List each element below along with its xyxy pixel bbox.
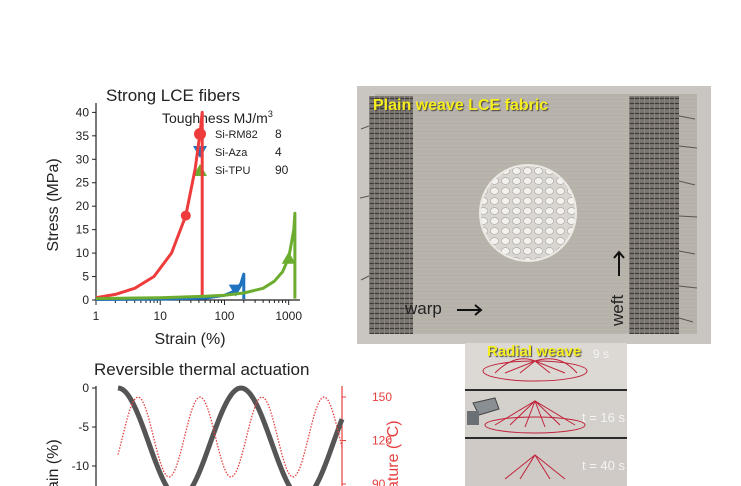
fabric-label: Plain weave LCE fabric bbox=[373, 97, 549, 114]
y-tick-label: 40 bbox=[76, 105, 90, 119]
legend-entry-value: 4 bbox=[275, 145, 282, 159]
thermal-actuation-chart: Reversible thermal actuation 0 -5 -10 150 12… bbox=[45, 360, 402, 486]
y-tick-label-right: 90 bbox=[372, 477, 386, 486]
legend-entry-value: 90 bbox=[275, 163, 289, 177]
left-border bbox=[369, 96, 413, 334]
legend-title: Toughness MJ/m3 bbox=[162, 109, 273, 126]
legend-entry-value: 8 bbox=[275, 127, 282, 141]
warp-label: warp bbox=[404, 299, 442, 318]
warp-arrow-icon bbox=[457, 304, 483, 316]
y-tick-label: 35 bbox=[76, 129, 90, 143]
radial-weave-label: Radial weave bbox=[487, 343, 582, 360]
x-tick-label: 1000 bbox=[275, 309, 302, 323]
series-group bbox=[95, 110, 297, 301]
chart-title: Strong LCE fibers bbox=[106, 86, 240, 105]
y-tick-label: 10 bbox=[76, 246, 90, 260]
weft-arrow-icon bbox=[613, 250, 625, 276]
series-marker bbox=[281, 251, 296, 264]
y-tick-label: 5 bbox=[82, 270, 89, 284]
x-tick-label: 100 bbox=[214, 309, 234, 323]
legend-entry-label: Si-RM82 bbox=[215, 129, 258, 141]
weft-label: weft bbox=[608, 295, 627, 327]
fabric-image: warp weft bbox=[357, 86, 711, 344]
glue-gun-icon bbox=[467, 397, 500, 425]
series-line-si-tpu bbox=[95, 211, 297, 301]
y-tick-label-right: 120 bbox=[372, 434, 392, 448]
chart-title: Reversible thermal actuation bbox=[94, 360, 309, 379]
y-tick-label: 15 bbox=[76, 223, 90, 237]
series-marker bbox=[228, 284, 243, 297]
legend: Si-RM82 8 Si-Aza 4 Si-TPU 90 bbox=[193, 127, 289, 177]
legend-entry-label: Si-Aza bbox=[215, 147, 248, 159]
circular-insert bbox=[479, 164, 577, 262]
y-tick-label: 30 bbox=[76, 152, 90, 166]
y-tick-label: 20 bbox=[76, 199, 90, 213]
y-tick-label: 25 bbox=[76, 176, 90, 190]
y-tick-label: -10 bbox=[72, 459, 90, 473]
y-tick-label: 0 bbox=[82, 293, 89, 307]
y-tick-label-right: 150 bbox=[372, 390, 392, 404]
time-label-1: 9 s bbox=[593, 347, 609, 361]
y-tick-label: 0 bbox=[82, 381, 89, 395]
radial-weave-photo: 9 s t = 16 s t = 40 s Radial weave bbox=[465, 343, 627, 486]
right-border bbox=[629, 96, 679, 334]
y-axis-label-left: ain (%) bbox=[45, 439, 62, 486]
legend-entry-label: Si-TPU bbox=[215, 165, 251, 177]
x-tick-label: 10 bbox=[154, 309, 168, 323]
stress-strain-chart: Strong LCE fibers Toughness MJ/m3 Si-RM8… bbox=[45, 86, 302, 348]
x-tick-label: 1 bbox=[93, 309, 100, 323]
time-label-3: t = 40 s bbox=[582, 458, 625, 473]
temperature-curve bbox=[117, 396, 343, 478]
axes: 0 -5 -10 150 120 90 bbox=[72, 381, 392, 486]
axes: 0 5 10 15 20 25 30 35 40 1 10 100 1000 bbox=[76, 103, 302, 323]
y-tick-label: -5 bbox=[78, 420, 89, 434]
series-line-si-rm82 bbox=[95, 110, 204, 300]
series-marker bbox=[180, 210, 191, 221]
y-axis-label: Stress (MPa) bbox=[45, 158, 62, 251]
strain-curve bbox=[117, 385, 345, 486]
radial-weave-image: 9 s t = 16 s t = 40 s bbox=[465, 343, 627, 486]
fabric-photo: warp weft Plain weave LCE fabric bbox=[357, 86, 711, 344]
x-axis-label: Strain (%) bbox=[154, 331, 225, 348]
y-axis-label-right: ature (°C) bbox=[385, 420, 402, 486]
time-label-2: t = 16 s bbox=[582, 410, 625, 425]
legend-marker bbox=[193, 146, 207, 158]
series-group bbox=[117, 385, 345, 486]
